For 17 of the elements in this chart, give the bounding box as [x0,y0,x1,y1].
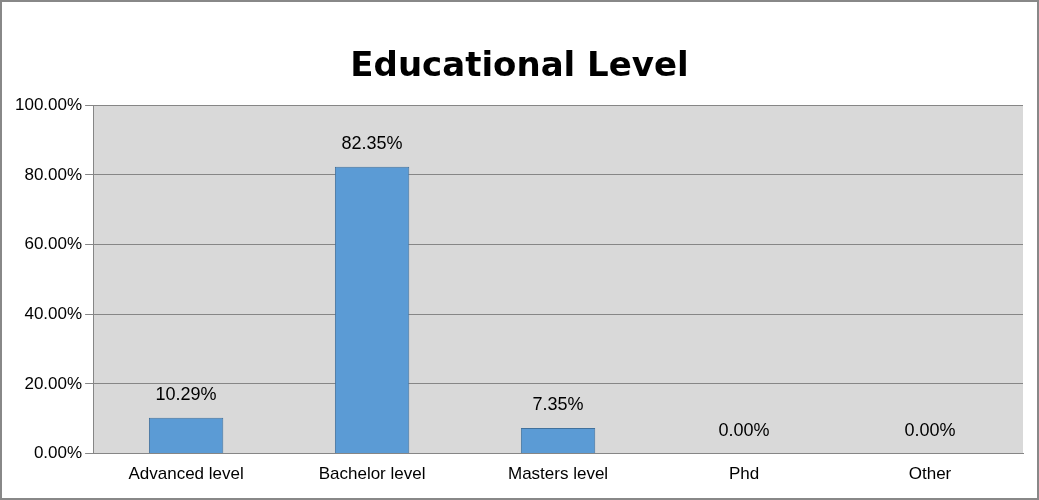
x-tick-label: Phd [728,464,760,484]
y-tick-label: 20.00% [24,373,83,393]
y-tick-label: 60.00% [24,234,83,254]
data-label: 82.35% [341,132,403,153]
x-tick-label: Bachelor level [318,464,426,484]
chart-title: Educational Level [349,44,690,84]
x-tick-label: Other [908,464,952,484]
data-label: 7.35% [532,393,584,414]
data-label: 0.00% [904,419,956,440]
y-tick-label: 0.00% [33,443,83,463]
y-tick-label: 80.00% [24,164,83,184]
x-tick-label: Advanced level [128,464,244,484]
data-label: 10.29% [155,383,217,404]
y-tick-label: 40.00% [24,303,83,323]
data-label: 0.00% [718,419,770,440]
y-tick-label: 100.00% [14,94,83,114]
x-tick-label: Masters level [507,464,609,484]
